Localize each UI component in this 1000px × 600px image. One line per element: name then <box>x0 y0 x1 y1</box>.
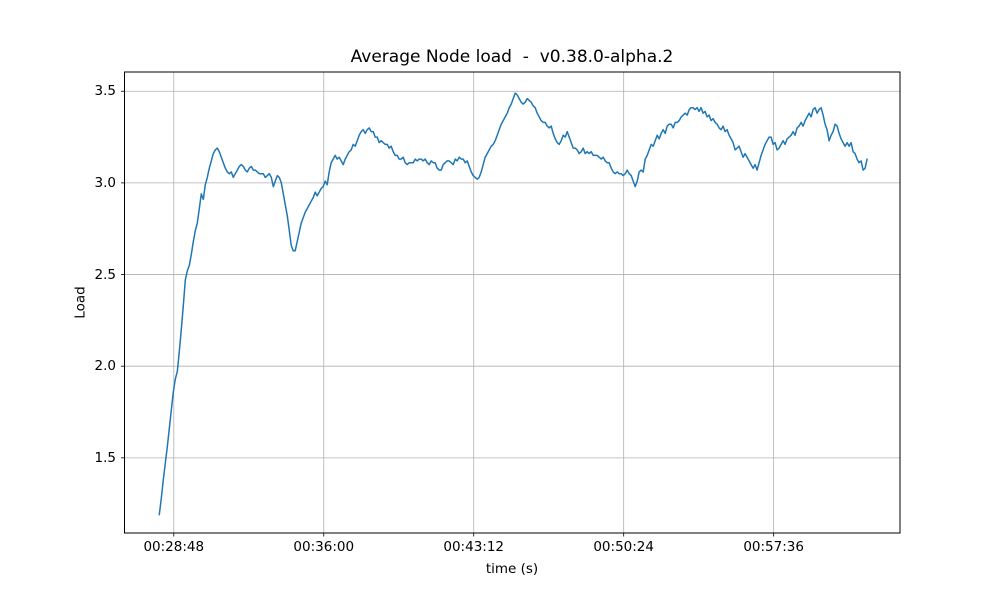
y-tick-label: 2.0 <box>94 358 116 375</box>
load-series-line <box>158 92 868 516</box>
x-axis-label: time (s) <box>485 561 539 577</box>
x-tick-label: 00:50:24 <box>593 539 654 555</box>
y-tick-label: 2.5 <box>94 266 116 283</box>
y-tick-label: 3.5 <box>94 83 116 100</box>
axis-tick-marks <box>121 90 775 537</box>
x-tick-label: 00:36:00 <box>293 539 355 555</box>
x-tick-label: 00:28:48 <box>143 539 205 555</box>
grid-lines <box>124 72 900 533</box>
y-tick-label: 3.0 <box>94 174 116 191</box>
y-tick-label: 1.5 <box>94 449 116 466</box>
x-tick-label: 00:43:12 <box>443 539 505 555</box>
chart-title: Average Node load - v0.38.0-alpha.2 <box>350 47 674 67</box>
x-tick-label: 00:57:36 <box>743 539 804 555</box>
plot-border <box>124 71 901 534</box>
